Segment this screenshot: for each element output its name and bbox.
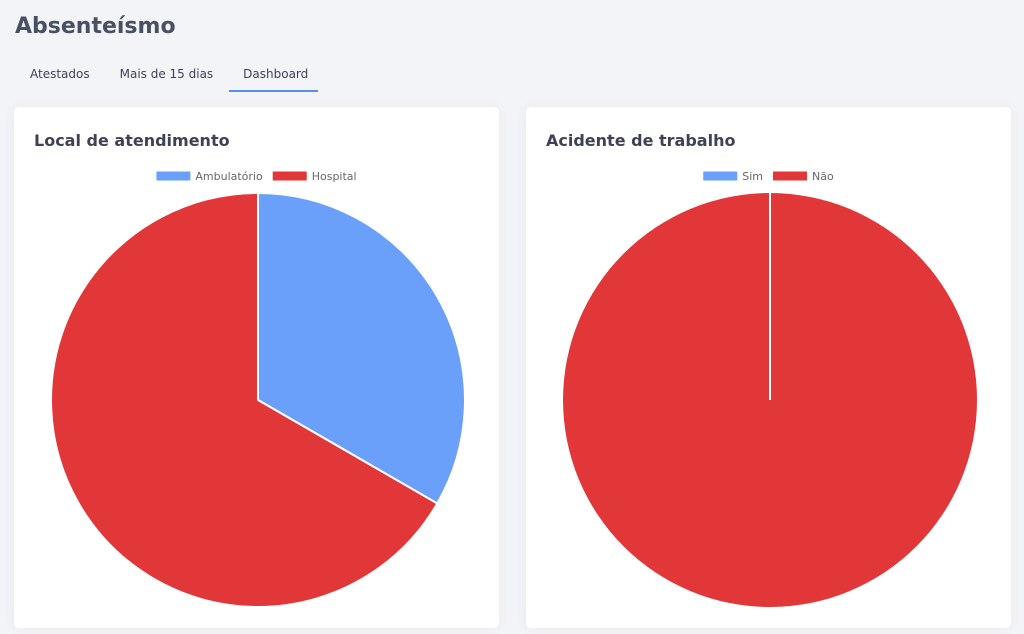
legend-item-hospital[interactable]: Hospital (272, 170, 357, 183)
legend-item-nao[interactable]: Não (773, 170, 834, 183)
pie-chart-acidente-de-trabalho: Sim Não (563, 170, 977, 607)
legend-label: Não (812, 170, 834, 183)
legend-label: Hospital (312, 170, 357, 183)
card-title-acidente: Acidente de trabalho (546, 131, 736, 150)
pie-chart-local-de-atendimento: Ambulatório Hospital (50, 170, 466, 608)
legend-item-sim[interactable]: Sim (703, 170, 763, 183)
card-local-de-atendimento: Local de atendimento Ambulatório Hospital (14, 107, 499, 628)
legend-swatch (156, 171, 191, 181)
legend-item-ambulatorio[interactable]: Ambulatório (156, 170, 263, 183)
card-acidente-de-trabalho: Acidente de trabalho Sim Não (526, 107, 1011, 628)
tab-bar: Atestados Mais de 15 dias Dashboard (15, 57, 319, 93)
legend-label: Sim (742, 170, 763, 183)
tab-mais-de-15-dias[interactable]: Mais de 15 dias (119, 67, 214, 81)
page-title: Absenteísmo (15, 14, 176, 39)
legend-swatch (272, 171, 307, 181)
page-header: Absenteísmo Atestados Mais de 15 dias Da… (0, 0, 1024, 100)
tab-atestados[interactable]: Atestados (30, 67, 90, 81)
legend-swatch (773, 171, 808, 181)
tab-dashboard[interactable]: Dashboard (228, 57, 319, 92)
card-title-local: Local de atendimento (34, 131, 230, 150)
legend-swatch (703, 171, 738, 181)
pie-slices (50, 192, 466, 608)
legend-label: Ambulatório (195, 170, 263, 183)
pie-slice-hospital[interactable] (50, 192, 439, 608)
pie-slice-ambulatorio[interactable] (257, 192, 466, 505)
